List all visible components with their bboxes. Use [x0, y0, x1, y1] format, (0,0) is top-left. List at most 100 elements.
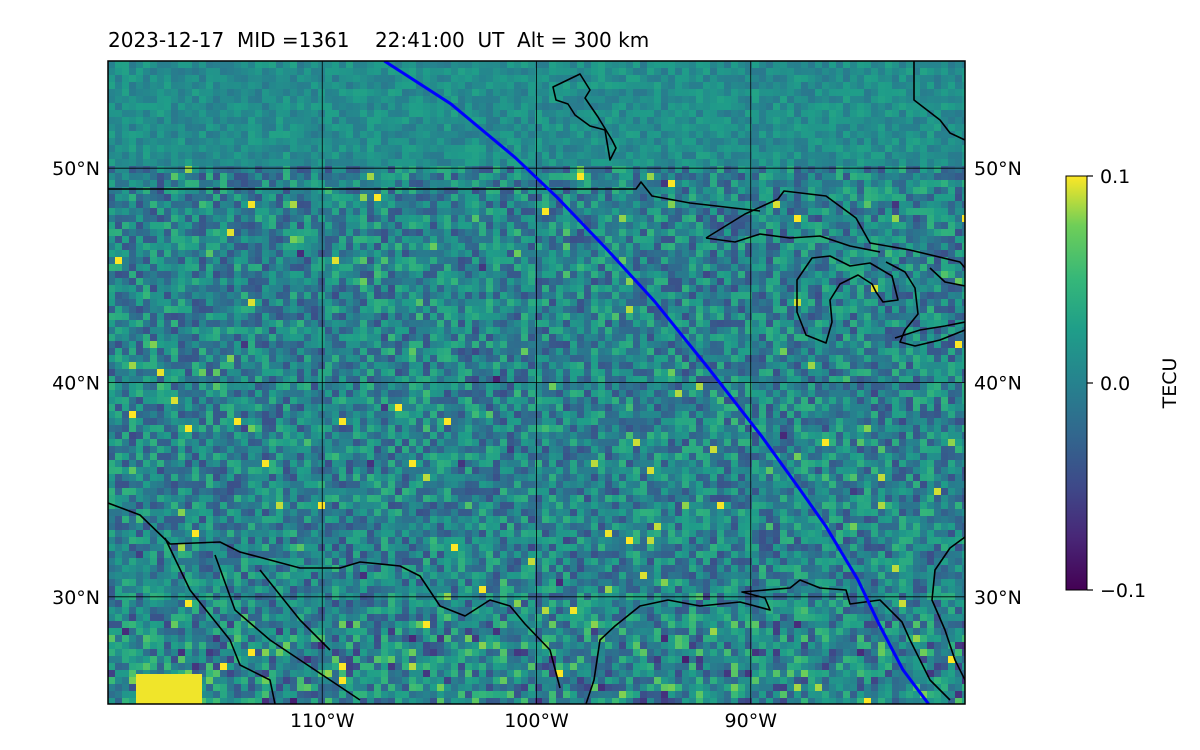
raster-cell — [542, 285, 549, 292]
raster-cell — [528, 68, 535, 75]
raster-cell — [920, 236, 927, 243]
raster-cell — [787, 82, 794, 89]
raster-cell — [633, 194, 640, 201]
raster-cell — [920, 327, 927, 334]
raster-cell — [185, 166, 192, 173]
raster-cell — [479, 145, 486, 152]
raster-cell — [570, 145, 577, 152]
raster-cell — [906, 96, 913, 103]
raster-cell — [626, 89, 633, 96]
raster-cell — [577, 68, 584, 75]
raster-cell — [745, 306, 752, 313]
raster-cell — [255, 159, 262, 166]
raster-cell — [465, 313, 472, 320]
raster-cell — [206, 306, 213, 313]
raster-cell — [535, 117, 542, 124]
raster-cell — [416, 110, 423, 117]
raster-cell — [444, 68, 451, 75]
raster-cell — [402, 187, 409, 194]
raster-cell — [717, 152, 724, 159]
raster-cell — [325, 117, 332, 124]
raster-cell — [234, 75, 241, 82]
raster-cell — [283, 334, 290, 341]
raster-cell — [717, 285, 724, 292]
raster-cell — [892, 131, 899, 138]
raster-cell — [626, 208, 633, 215]
raster-cell — [899, 243, 906, 250]
raster-cell — [472, 243, 479, 250]
raster-cell — [647, 264, 654, 271]
raster-cell — [409, 250, 416, 257]
raster-cell — [353, 341, 360, 348]
raster-cell — [304, 131, 311, 138]
raster-cell — [346, 152, 353, 159]
raster-cell — [479, 68, 486, 75]
raster-cell — [808, 243, 815, 250]
raster-cell — [647, 313, 654, 320]
raster-cell — [227, 180, 234, 187]
raster-cell — [206, 145, 213, 152]
raster-cell — [745, 285, 752, 292]
raster-cell — [654, 250, 661, 257]
raster-cell — [360, 96, 367, 103]
raster-cell — [836, 96, 843, 103]
raster-cell — [255, 187, 262, 194]
raster-cell — [388, 264, 395, 271]
raster-cell — [486, 89, 493, 96]
raster-cell — [381, 75, 388, 82]
raster-cell — [920, 187, 927, 194]
raster-cell — [164, 334, 171, 341]
raster-cell — [892, 180, 899, 187]
raster-cell — [220, 264, 227, 271]
raster-cell — [829, 194, 836, 201]
raster-cell — [654, 271, 661, 278]
raster-cell — [584, 152, 591, 159]
raster-cell — [500, 131, 507, 138]
raster-cell — [213, 96, 220, 103]
raster-cell — [563, 117, 570, 124]
raster-cell — [752, 201, 759, 208]
raster-cell — [794, 173, 801, 180]
raster-cell — [675, 334, 682, 341]
raster-cell — [430, 299, 437, 306]
raster-cell — [696, 173, 703, 180]
raster-cell — [143, 292, 150, 299]
raster-cell — [633, 138, 640, 145]
raster-cell — [528, 180, 535, 187]
raster-cell — [703, 222, 710, 229]
raster-cell — [724, 159, 731, 166]
raster-cell — [913, 173, 920, 180]
raster-cell — [857, 236, 864, 243]
raster-cell — [227, 131, 234, 138]
raster-cell — [724, 208, 731, 215]
raster-cell — [528, 334, 535, 341]
raster-cell — [409, 278, 416, 285]
raster-cell — [668, 201, 675, 208]
raster-cell — [584, 313, 591, 320]
raster-cell — [857, 187, 864, 194]
raster-cell — [542, 131, 549, 138]
raster-cell — [780, 285, 787, 292]
raster-cell — [381, 68, 388, 75]
raster-cell — [570, 299, 577, 306]
raster-cell — [479, 236, 486, 243]
raster-cell — [325, 285, 332, 292]
raster-cell — [451, 292, 458, 299]
raster-cell — [353, 320, 360, 327]
raster-cell — [241, 152, 248, 159]
raster-cell — [577, 166, 584, 173]
raster-cell — [885, 75, 892, 82]
raster-cell — [759, 194, 766, 201]
raster-cell — [542, 278, 549, 285]
raster-cell — [500, 166, 507, 173]
raster-cell — [654, 236, 661, 243]
raster-cell — [171, 271, 178, 278]
raster-cell — [815, 68, 822, 75]
raster-cell — [360, 334, 367, 341]
raster-cell — [472, 313, 479, 320]
raster-cell — [514, 68, 521, 75]
raster-cell — [514, 208, 521, 215]
raster-cell — [675, 299, 682, 306]
raster-cell — [332, 320, 339, 327]
raster-cell — [402, 145, 409, 152]
